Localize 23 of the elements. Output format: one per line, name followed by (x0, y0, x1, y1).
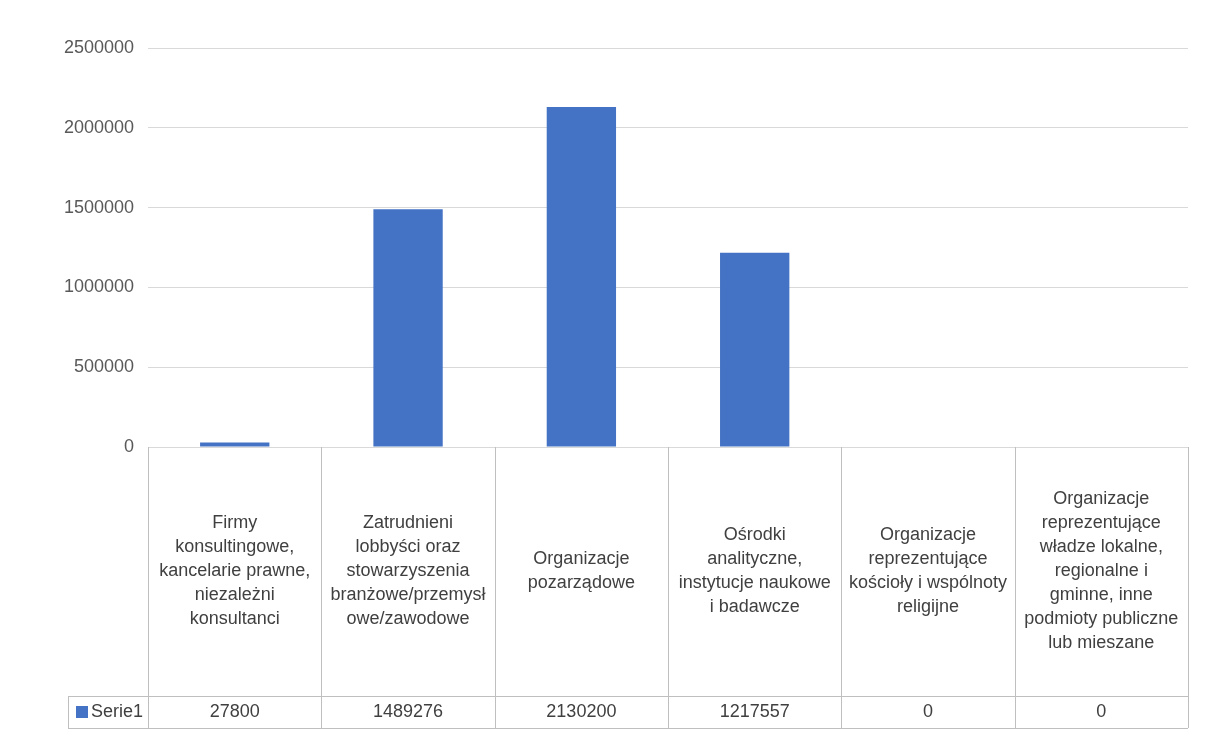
data-label: 1217557 (719, 700, 790, 721)
x-tick-label: Organizacje pozarządowe (527, 548, 635, 593)
data-label: 0 (1096, 700, 1107, 721)
x-tick-label: Ośrodki analityczne, instytucje naukowe i badawcze (678, 524, 831, 617)
bar (373, 209, 443, 447)
y-tick-label: 2500000 (64, 36, 135, 57)
x-tick-label: Firmy konsultingowe, kancelarie prawne, niezależni konsultanci (159, 512, 311, 629)
bar (200, 442, 270, 447)
data-label: 0 (923, 700, 934, 721)
y-tick-label: 1000000 (64, 276, 135, 297)
x-tick-label: Organizacje reprezentujące władze lokalne, regionalne i gminne, inne podmioty publiczne lub mieszane (1024, 488, 1179, 653)
data-label: 2130200 (546, 700, 617, 721)
bar (546, 107, 617, 447)
legend-label: Serie1 (91, 700, 144, 721)
data-label: 27800 (209, 700, 260, 721)
y-tick-label: 0 (124, 435, 135, 456)
bar (720, 252, 790, 447)
y-tick-label: 1500000 (64, 196, 135, 217)
x-tick-label: Organizacje reprezentujące kościoły i wspólnoty religijne (848, 524, 1008, 617)
x-tick-label: Zatrudnieni lobbyści oraz stowarzyszenia branżowe/przemysłowe/zawodowe (330, 512, 486, 629)
data-label: 1489276 (373, 700, 444, 721)
y-tick-label: 2000000 (64, 116, 135, 137)
y-tick-label: 500000 (74, 356, 135, 377)
